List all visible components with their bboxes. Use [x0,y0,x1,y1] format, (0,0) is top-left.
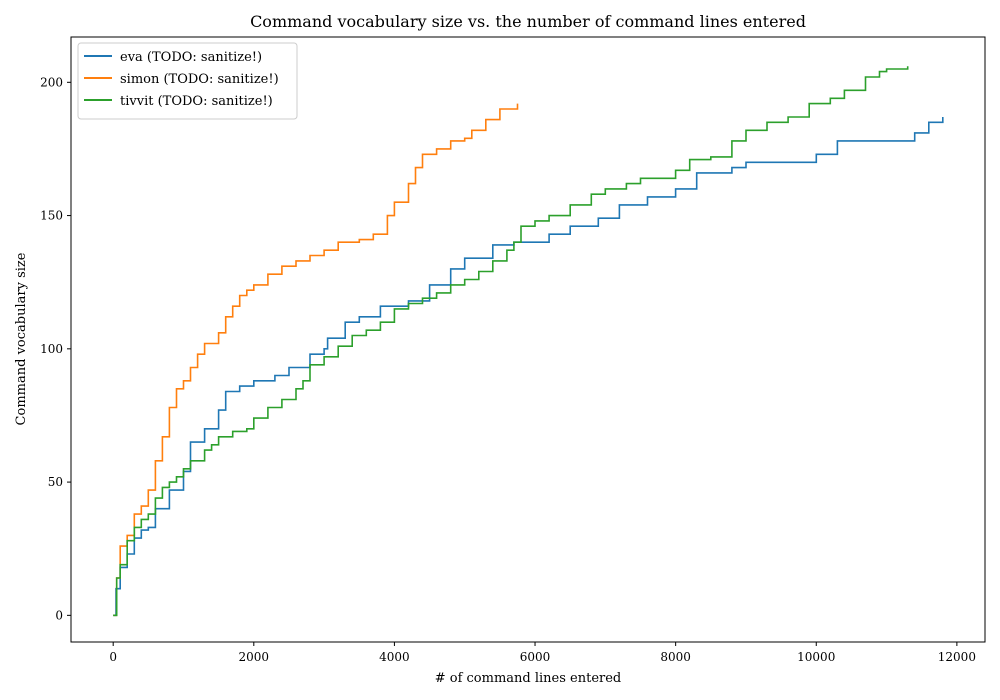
legend-label-1: simon (TODO: sanitize!) [120,72,279,87]
y-tick-label: 100 [40,342,63,356]
y-axis-label: Command vocabulary size [14,252,29,425]
legend-box [77,42,298,120]
y-tick-label: 0 [55,608,63,622]
y-tick-label: 50 [48,475,63,489]
series-lines [113,66,944,617]
legend-label-0: eva (TODO: sanitize!) [120,50,262,65]
legend-label-2: tivvit (TODO: sanitize!) [120,94,273,109]
series-line-2 [113,66,909,617]
x-tick-label: 2000 [239,650,270,664]
series-line-0 [113,117,944,617]
series-line-1 [113,103,519,617]
plot-frame [70,36,986,643]
legend: eva (TODO: sanitize!) simon (TODO: saniti… [77,42,298,120]
x-tick-label: 10000 [797,650,835,664]
x-axis-label: # of command lines entered [435,671,622,686]
x-tick-label: 0 [109,650,117,664]
y-tick-label: 150 [40,209,63,223]
x-tick-label: 4000 [379,650,410,664]
axes: 0 2000 4000 6000 8000 10000 12000 0 50 100 150 200 [40,36,986,664]
x-tick-label: 8000 [660,650,691,664]
x-tick-label: 12000 [938,650,976,664]
chart-title: Command vocabulary size vs. the number o… [250,12,806,31]
x-tick-label: 6000 [520,650,551,664]
y-tick-label: 200 [40,75,63,89]
